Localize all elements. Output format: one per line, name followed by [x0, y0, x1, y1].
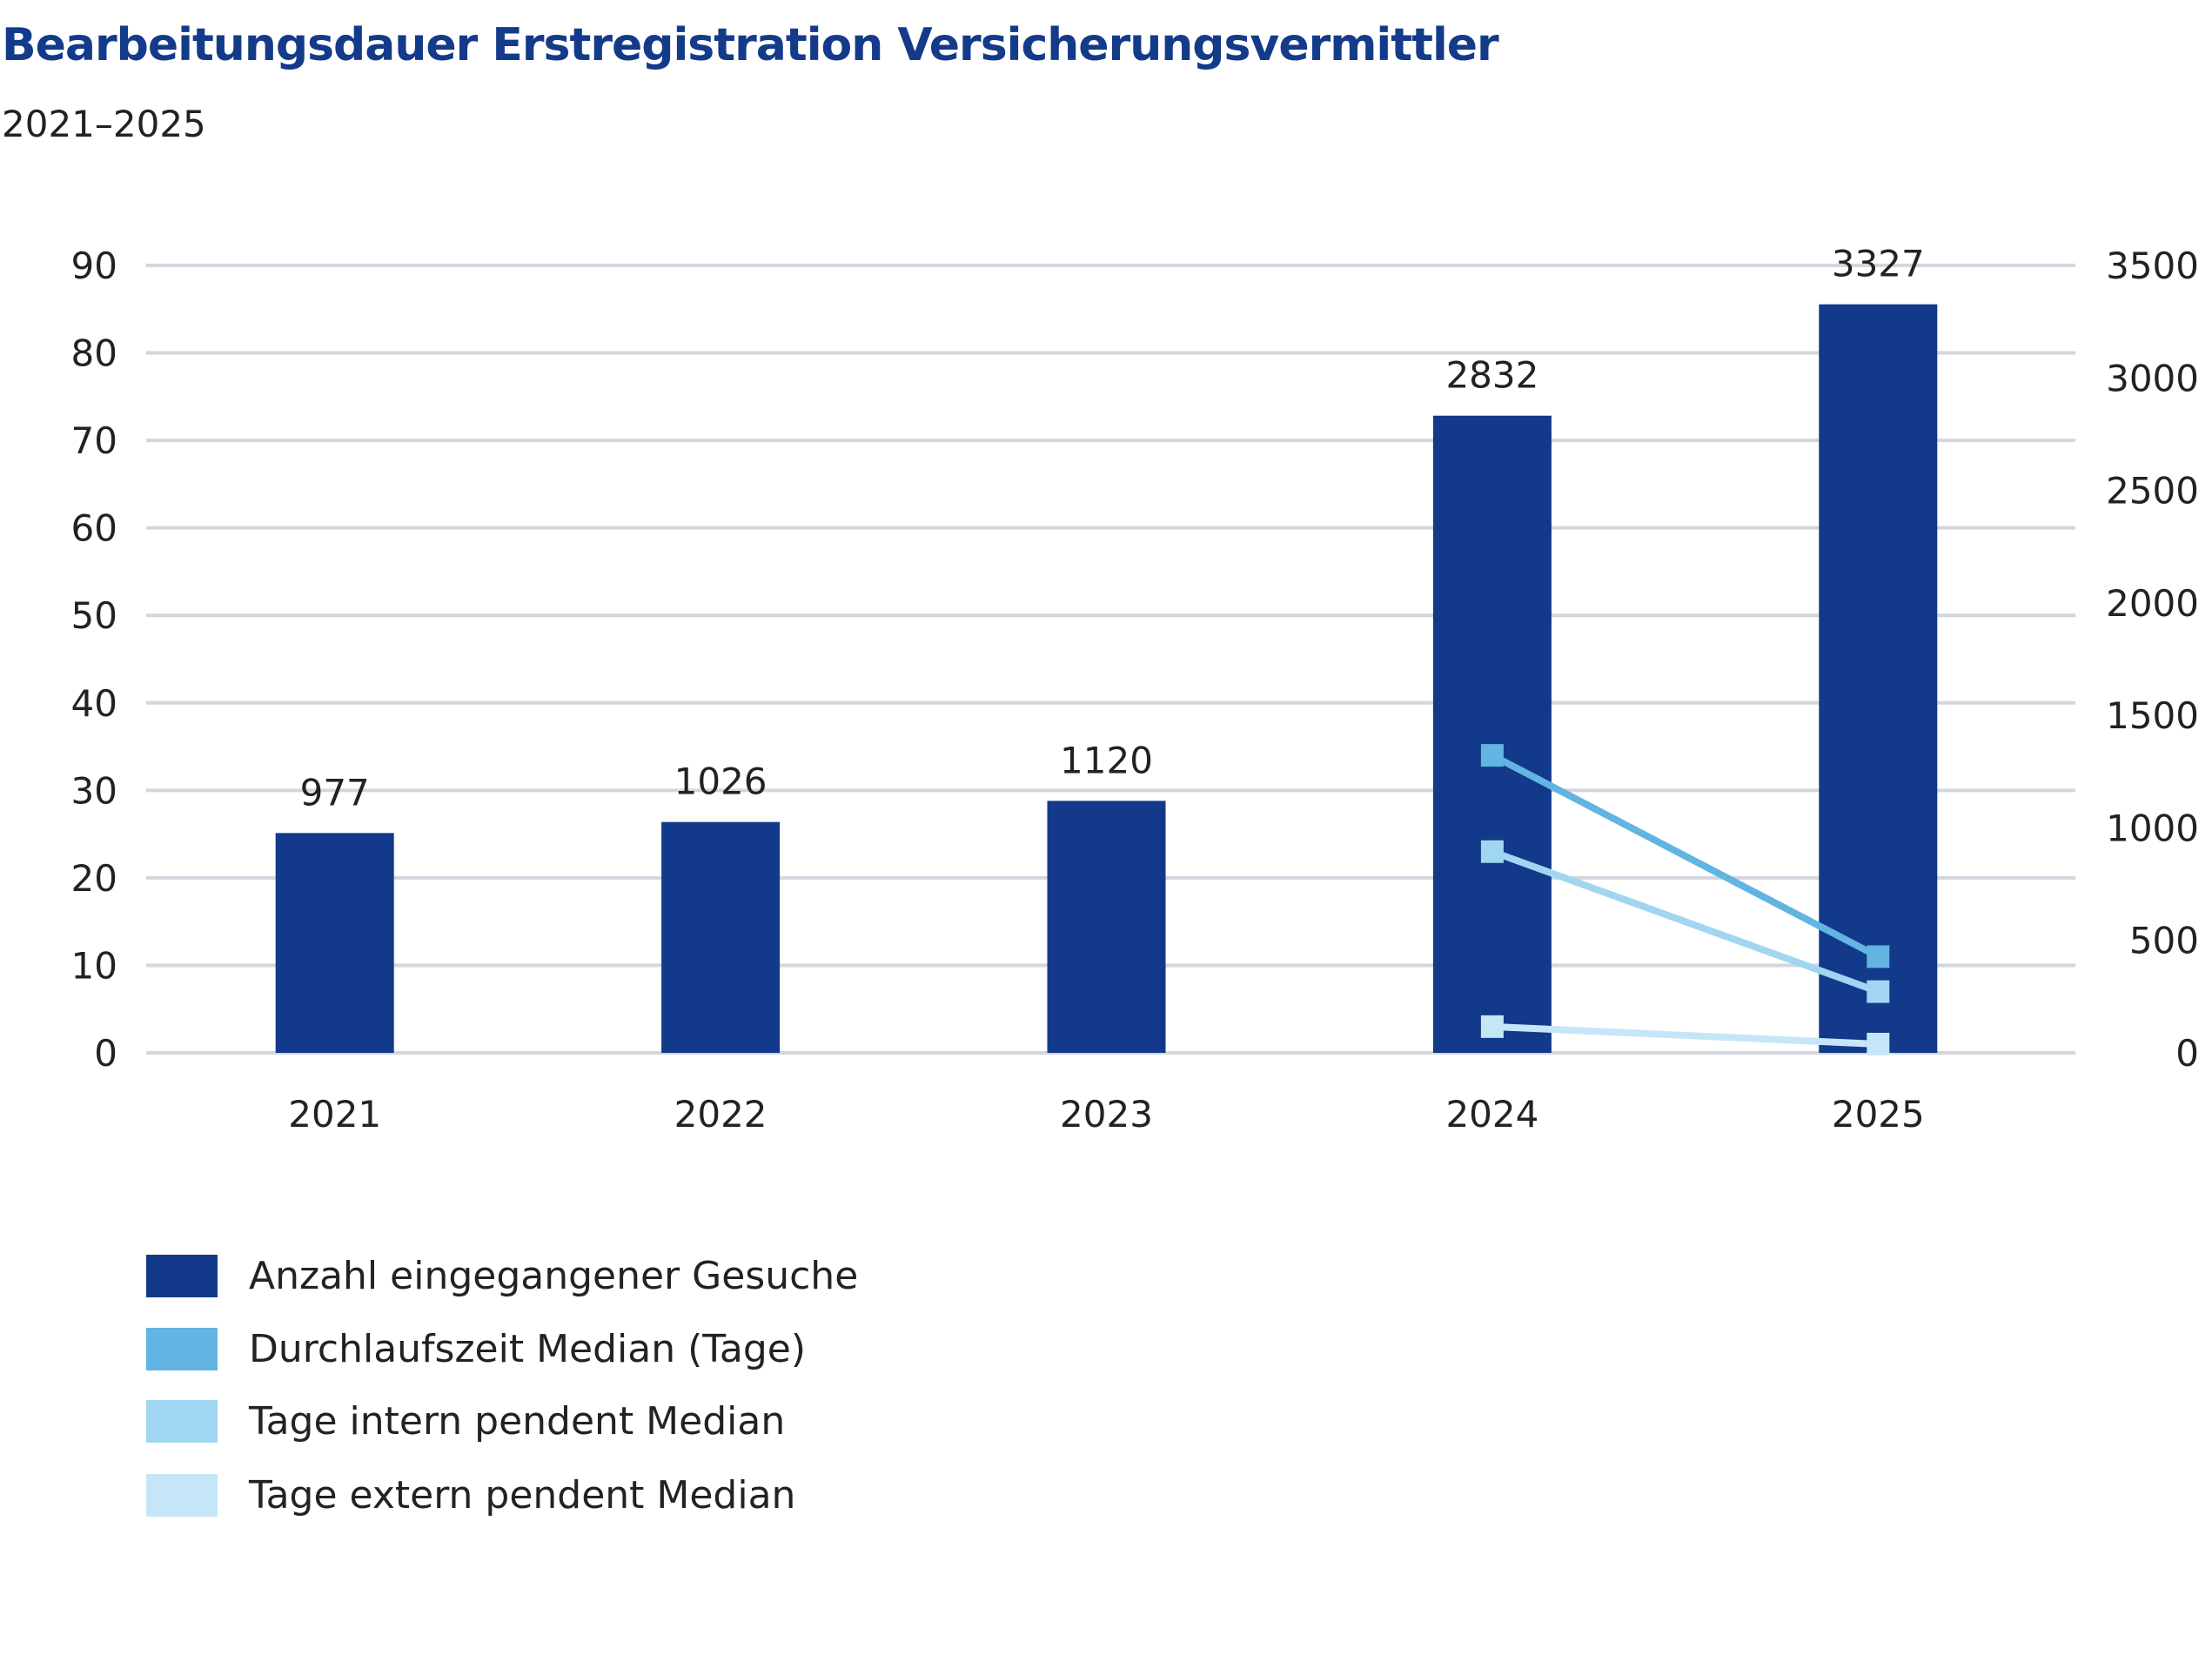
right-axis-tick-label: 1500: [2106, 694, 2199, 737]
x-axis-tick-label: 2021: [288, 1093, 381, 1136]
left-axis-tick-label: 20: [71, 857, 117, 900]
line-marker: [1867, 980, 1890, 1003]
x-axis-tick-label: 2023: [1060, 1093, 1153, 1136]
bar-data-label: 3327: [1832, 243, 1925, 285]
line-marker: [1480, 744, 1504, 767]
line-marker: [1480, 1015, 1504, 1038]
legend-swatch: [146, 1400, 218, 1443]
series-line: [1491, 848, 1880, 995]
bar-data-label: 2832: [1445, 354, 1538, 397]
legend-swatch: [146, 1474, 218, 1517]
line-marker: [1867, 1032, 1890, 1055]
legend-item: Durchlaufszeit Median (Tage): [146, 1327, 806, 1371]
left-axis-tick-label: 90: [71, 245, 117, 287]
legend-item: Tage extern pendent Median: [146, 1473, 795, 1518]
right-axis-tick-label: 500: [2129, 920, 2199, 962]
line-marker: [1867, 945, 1890, 968]
left-axis-tick-label: 80: [71, 332, 117, 375]
left-axis-tick-label: 40: [71, 682, 117, 725]
legend-swatch: [146, 1255, 218, 1297]
x-axis-tick-label: 2022: [674, 1093, 767, 1136]
right-axis-tick-label: 3000: [2106, 357, 2199, 399]
left-axis-tick-label: 10: [71, 944, 117, 987]
line-marker: [1480, 840, 1504, 863]
legend-item: Anzahl eingegangener Gesuche: [146, 1254, 858, 1298]
bar-data-label: 1026: [674, 760, 767, 803]
bar: [661, 821, 781, 1053]
x-axis-tick-label: 2025: [1832, 1093, 1925, 1136]
legend-label: Tage intern pendent Median: [249, 1399, 786, 1444]
bar: [1432, 415, 1552, 1053]
left-axis-tick-label: 70: [71, 419, 117, 462]
chart-subtitle: 2021–2025: [2, 103, 206, 145]
right-axis-tick-label: 2500: [2106, 470, 2199, 513]
right-axis-tick-label: 3500: [2106, 245, 2199, 287]
series-line: [1491, 752, 1880, 960]
legend-label: Tage extern pendent Median: [249, 1473, 796, 1518]
legend-swatch: [146, 1328, 218, 1370]
bar: [275, 833, 394, 1053]
chart-title: Bearbeitungsdauer Erstregistration Versi…: [2, 19, 1499, 71]
right-axis-tick-label: 2000: [2106, 582, 2199, 625]
legend-label: Durchlaufszeit Median (Tage): [249, 1327, 806, 1371]
legend-label: Anzahl eingegangener Gesuche: [249, 1254, 859, 1298]
bar-data-label: 1120: [1060, 739, 1153, 781]
legend-item: Tage intern pendent Median: [146, 1399, 785, 1444]
series-line: [1491, 1022, 1879, 1048]
left-axis-tick-label: 30: [71, 769, 117, 812]
left-axis-tick-label: 60: [71, 507, 117, 550]
left-axis-tick-label: 0: [94, 1032, 117, 1075]
left-axis-tick-label: 50: [71, 594, 117, 637]
right-axis-tick-label: 0: [2175, 1032, 2199, 1075]
bar: [1819, 304, 1938, 1053]
bar-data-label: 977: [300, 771, 370, 814]
right-axis-tick-label: 1000: [2106, 807, 2199, 849]
bar: [1047, 801, 1166, 1053]
x-axis-tick-label: 2024: [1445, 1093, 1538, 1136]
